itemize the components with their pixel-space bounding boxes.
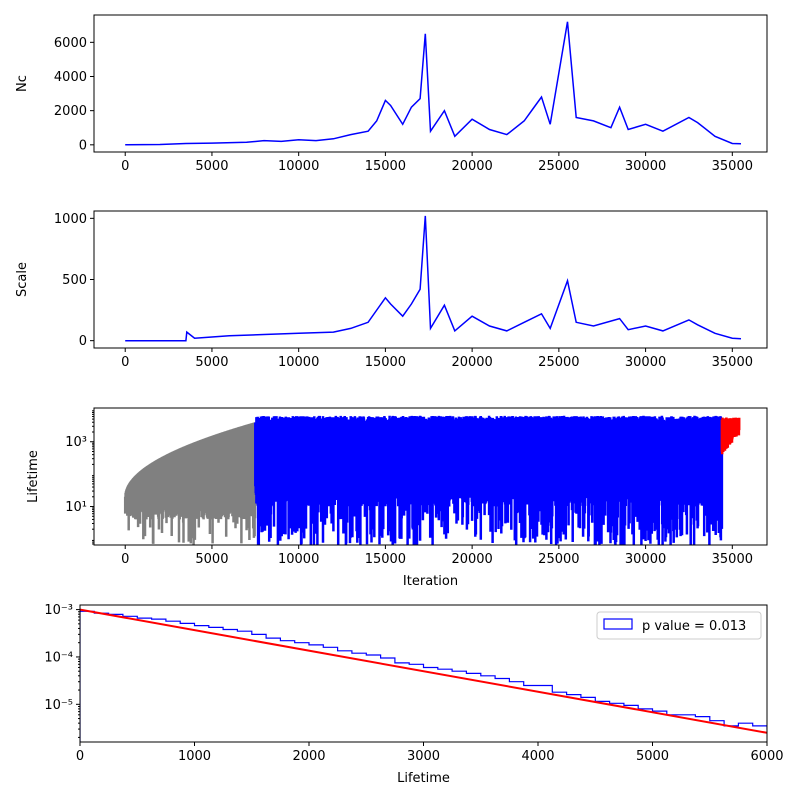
plot-area — [80, 608, 767, 742]
chart-panel-1: 0 5000 10000 15000 20000 25000 30000 35000 0 2000… — [15, 14, 768, 174]
y-tick-label: 6000 — [54, 36, 87, 51]
x-tick-label: 0 — [121, 552, 129, 567]
x-tick-label: 35000 — [712, 355, 753, 370]
legend: p value = 0.013 — [596, 611, 762, 640]
lifetime-trace-blue — [254, 415, 724, 545]
x-tick-label: 25000 — [538, 355, 579, 370]
x-tick-label: 30000 — [625, 552, 666, 567]
y-tick-label: 4000 — [54, 70, 87, 85]
data-series-line — [125, 215, 742, 342]
x-tick-label: 35000 — [712, 159, 753, 174]
x-tick-label: 25000 — [538, 552, 579, 567]
x-tick-label: 5000 — [195, 552, 228, 567]
x-axis-label: Lifetime — [397, 771, 450, 786]
lifetime-trace-red — [720, 417, 741, 455]
x-tick-label: 20000 — [451, 159, 492, 174]
x-tick-label: 5000 — [195, 159, 228, 174]
y-tick-label: 0 — [79, 138, 87, 153]
x-tick-label: 10000 — [278, 552, 319, 567]
x-tick-label: 15000 — [365, 159, 406, 174]
data-series-line — [125, 21, 742, 146]
x-tick-label: 10000 — [278, 159, 319, 174]
legend-box — [596, 611, 762, 640]
x-tick-label: 2000 — [292, 749, 325, 764]
plot-area — [125, 21, 742, 146]
x-tick-label: 30000 — [625, 355, 666, 370]
y-tick-label: 500 — [62, 273, 87, 288]
legend-swatch — [603, 618, 633, 630]
x-tick-label: 10000 — [278, 355, 319, 370]
x-axis-label: Iteration — [403, 574, 458, 589]
x-tick-label: 3000 — [407, 749, 440, 764]
chart-panel-4: 0 1000 2000 3000 4000 5000 6000 10⁻⁵ 10⁻⁴ 10⁻³ Lif… — [44, 603, 783, 786]
y-tick-label: 10¹ — [65, 500, 87, 515]
x-tick-label: 15000 — [365, 355, 406, 370]
plot-area — [125, 215, 742, 342]
y-tick-label: 10³ — [65, 435, 87, 450]
chart-panel-2: 0 5000 10000 15000 20000 25000 30000 35000 0 500 1… — [15, 210, 768, 370]
x-tick-label: 25000 — [538, 159, 579, 174]
chart-panel-3: 0 5000 10000 15000 20000 25000 30000 35000 10¹ 10… — [26, 407, 768, 589]
plot-frame — [93, 407, 768, 546]
y-tick-label: 2000 — [54, 104, 87, 119]
y-tick-label: 0 — [79, 334, 87, 349]
y-axis-label: Nc — [15, 75, 30, 92]
x-tick-label: 5000 — [195, 355, 228, 370]
y-axis-label: Scale — [15, 262, 30, 297]
x-tick-label: 35000 — [712, 552, 753, 567]
legend-label: p value = 0.013 — [642, 619, 746, 634]
x-tick-label: 15000 — [365, 552, 406, 567]
x-tick-label: 20000 — [451, 355, 492, 370]
y-axis-label: Lifetime — [26, 450, 41, 503]
y-tick-label: 10⁻⁴ — [44, 650, 73, 665]
x-tick-label: 20000 — [451, 552, 492, 567]
plot-frame — [93, 14, 768, 153]
y-tick-label: 10⁻⁵ — [44, 698, 73, 713]
x-tick-label: 30000 — [625, 159, 666, 174]
plot-area — [123, 415, 741, 545]
x-tick-label: 1000 — [178, 749, 211, 764]
y-tick-label: 10⁻³ — [44, 603, 73, 618]
x-tick-label: 0 — [121, 159, 129, 174]
lifetime-trace-gray — [123, 422, 257, 545]
histogram-step — [80, 610, 767, 742]
y-tick-label: 1000 — [54, 212, 87, 227]
fit-line — [80, 608, 767, 734]
x-tick-label: 6000 — [750, 749, 783, 764]
x-tick-label: 0 — [76, 749, 84, 764]
x-tick-label: 0 — [121, 355, 129, 370]
x-tick-label: 5000 — [636, 749, 669, 764]
x-tick-label: 4000 — [521, 749, 554, 764]
